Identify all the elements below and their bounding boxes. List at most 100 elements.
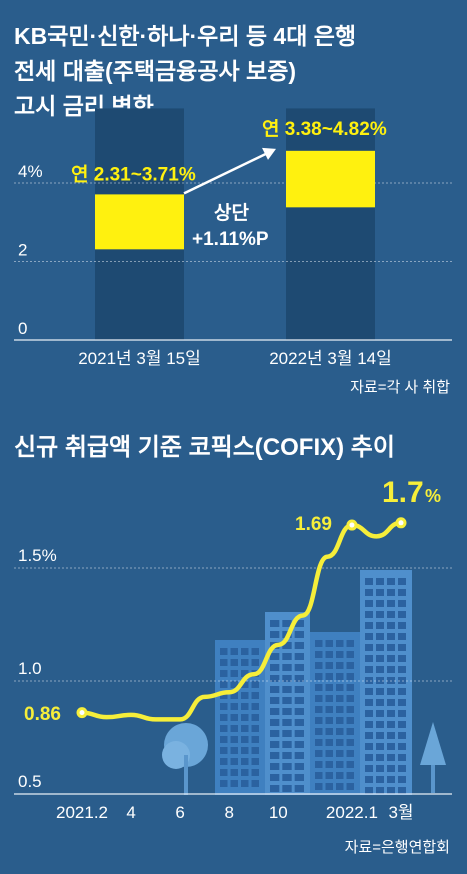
- window: [294, 631, 304, 638]
- window: [294, 708, 304, 715]
- window: [365, 578, 373, 585]
- annotation-line1: 상단: [214, 202, 249, 224]
- window: [241, 703, 249, 710]
- window: [294, 697, 304, 704]
- window: [398, 622, 406, 629]
- window: [282, 664, 292, 671]
- window: [346, 695, 354, 702]
- window: [230, 725, 238, 732]
- line-x-tick-label: 10: [269, 803, 288, 822]
- window: [325, 739, 333, 746]
- window: [241, 670, 249, 677]
- window: [336, 717, 344, 724]
- window: [220, 681, 228, 688]
- window: [398, 666, 406, 673]
- window: [282, 730, 292, 737]
- window: [336, 662, 344, 669]
- bar-y-tick-label: 2: [18, 241, 27, 260]
- window: [376, 677, 384, 684]
- window: [387, 787, 395, 794]
- window: [387, 589, 395, 596]
- window: [398, 732, 406, 739]
- line-chart: 0.5 1.0 1.5% 0.86 1.69 1.7 % 2021.2 4 6 8 10 2022.1 3…: [14, 476, 452, 856]
- window: [336, 761, 344, 768]
- tree-right: [420, 722, 446, 765]
- line-y-tick-label: 1.0: [18, 659, 42, 678]
- window: [398, 633, 406, 640]
- window: [220, 747, 228, 754]
- window: [241, 736, 249, 743]
- bar-chart-title-line2: 전세 대출(주택금융공사 보증): [14, 58, 296, 84]
- window: [230, 659, 238, 666]
- window: [376, 721, 384, 728]
- window: [241, 659, 249, 666]
- window: [398, 578, 406, 585]
- window: [325, 717, 333, 724]
- window: [325, 673, 333, 680]
- window: [220, 725, 228, 732]
- window: [387, 688, 395, 695]
- window: [398, 644, 406, 651]
- window: [294, 620, 304, 627]
- window: [270, 631, 280, 638]
- window: [241, 725, 249, 732]
- bar-range-label-1: 연 2.31~3.71%: [71, 163, 196, 185]
- window: [251, 736, 259, 743]
- window: [315, 750, 323, 757]
- window: [365, 611, 373, 618]
- window: [365, 776, 373, 783]
- window: [270, 664, 280, 671]
- tree-left-part: [162, 741, 190, 769]
- window: [294, 752, 304, 759]
- window: [315, 662, 323, 669]
- window: [346, 783, 354, 790]
- window: [336, 640, 344, 647]
- window: [365, 644, 373, 651]
- window: [230, 747, 238, 754]
- window: [387, 754, 395, 761]
- window: [294, 741, 304, 748]
- window: [315, 783, 323, 790]
- window: [282, 675, 292, 682]
- window: [294, 653, 304, 660]
- window: [376, 754, 384, 761]
- window: [325, 640, 333, 647]
- window: [336, 750, 344, 757]
- window: [220, 648, 228, 655]
- window: [365, 688, 373, 695]
- window: [294, 675, 304, 682]
- line-x-tick-label: 6: [175, 803, 184, 822]
- window: [270, 620, 280, 627]
- window: [365, 732, 373, 739]
- window: [346, 651, 354, 658]
- window: [376, 633, 384, 640]
- window: [336, 739, 344, 746]
- window: [315, 761, 323, 768]
- window: [346, 717, 354, 724]
- window: [294, 686, 304, 693]
- window: [294, 774, 304, 781]
- window: [315, 684, 323, 691]
- window: [315, 717, 323, 724]
- window: [365, 655, 373, 662]
- window: [376, 710, 384, 717]
- line-x-tick-label: 2022.1: [326, 803, 378, 822]
- window: [346, 750, 354, 757]
- window: [376, 578, 384, 585]
- window: [294, 785, 304, 792]
- line-x-tick-label: 2021.2: [56, 803, 108, 822]
- window: [336, 695, 344, 702]
- window: [230, 703, 238, 710]
- window: [376, 688, 384, 695]
- annotation-line2: +1.11%P: [192, 229, 269, 250]
- window: [325, 662, 333, 669]
- window: [315, 651, 323, 658]
- window: [315, 706, 323, 713]
- window: [315, 728, 323, 735]
- increase-arrowhead: [262, 147, 276, 160]
- window: [365, 666, 373, 673]
- cofix-peak-label: 1.69: [295, 514, 332, 535]
- window: [282, 774, 292, 781]
- window: [294, 730, 304, 737]
- window: [365, 633, 373, 640]
